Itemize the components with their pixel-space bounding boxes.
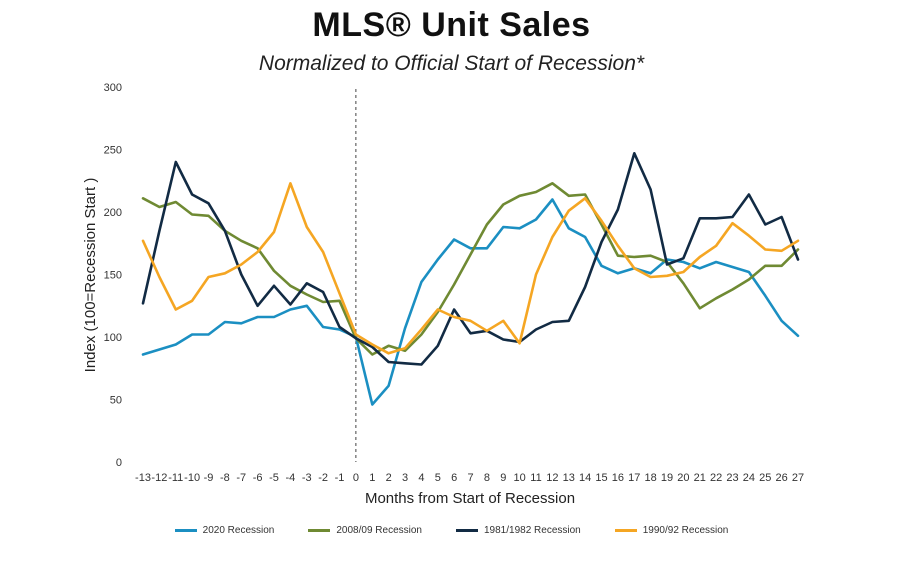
x-tick-label: -4 (285, 472, 295, 484)
x-tick-label: 3 (402, 472, 408, 484)
x-axis-title: Months from Start of Recession (365, 490, 575, 507)
x-tick-label: 8 (484, 472, 490, 484)
legend-label: 2008/09 Recession (336, 525, 422, 536)
legend-label: 1990/92 Recession (642, 525, 729, 536)
chart-subtitle: Normalized to Official Start of Recessio… (258, 52, 645, 75)
x-tick-label: 19 (661, 472, 673, 484)
y-tick-label: 50 (110, 395, 122, 407)
x-tick-label: -5 (269, 472, 279, 484)
x-tick-label: -6 (253, 472, 263, 484)
x-tick-label: 2 (386, 472, 392, 484)
legend-item: 1990/92 Recession (614, 525, 729, 536)
x-tick-label: 13 (563, 472, 575, 484)
x-tick-label: 27 (792, 472, 804, 484)
x-tick-label: 14 (579, 472, 591, 484)
x-tick-label: 9 (500, 472, 506, 484)
x-tick-label: 26 (776, 472, 788, 484)
series-line (141, 198, 800, 406)
x-tick-label: -11 (168, 472, 183, 484)
x-tick-label: -1 (335, 472, 345, 484)
series-layer (141, 152, 800, 406)
x-tick-label: 17 (628, 472, 640, 484)
x-tick-label: 0 (353, 472, 359, 484)
legend-swatch (174, 529, 197, 532)
x-tick-label: -9 (204, 472, 214, 484)
x-tick-label: -13 (135, 472, 151, 484)
legend-item: 2008/09 Recession (308, 525, 422, 536)
x-tick-label: 7 (467, 472, 473, 484)
x-tick-label: 15 (595, 472, 607, 484)
x-tick-label: 21 (694, 472, 706, 484)
x-tick-label: -10 (184, 472, 200, 484)
y-tick-label: 250 (104, 145, 122, 157)
legend-label: 1981/1982 Recession (483, 525, 581, 536)
x-tick-label: -3 (302, 472, 312, 484)
y-tick-label: 0 (116, 457, 122, 469)
x-tick-label: 5 (435, 472, 441, 484)
legend-item: 1981/1982 Recession (455, 525, 581, 536)
axis-labels: Months from Start of Recession Index (10… (82, 178, 575, 507)
x-tick-label: 12 (546, 472, 558, 484)
x-tick-label: 10 (514, 472, 526, 484)
series-line (141, 152, 800, 366)
x-tick-label: -8 (220, 472, 230, 484)
legend-swatch (614, 529, 637, 532)
y-axis-title: Index (100=Recession Start ) (82, 178, 99, 373)
x-tick-label: 16 (612, 472, 624, 484)
legend-label: 2020 Recession (202, 525, 275, 536)
x-tick-label: 23 (726, 472, 738, 484)
chart-title: MLS® Unit Sales (312, 6, 591, 44)
x-tick-label: 6 (451, 472, 457, 484)
x-tick-label: -2 (318, 472, 328, 484)
chart-legend: 2020 Recession 2008/09 Recession 1981/1982… (0, 525, 903, 536)
x-tick-label: 11 (530, 472, 541, 484)
y-tick-label: 100 (104, 332, 122, 344)
x-tick-label: 22 (710, 472, 722, 484)
y-tick-label: 300 (104, 82, 122, 94)
series-line (141, 182, 800, 355)
legend-swatch (455, 529, 478, 532)
y-tick-label: 150 (104, 270, 122, 282)
x-tick-label: -7 (236, 472, 246, 484)
y-tick-label: 200 (104, 207, 122, 219)
series-line (141, 182, 800, 356)
x-tick-label: 1 (369, 472, 375, 484)
x-tick-label: -12 (151, 472, 167, 484)
x-tick-label: 4 (418, 472, 424, 484)
x-tick-label: 25 (759, 472, 771, 484)
x-tick-label: 24 (743, 472, 755, 484)
legend-item: 2020 Recession (174, 525, 275, 536)
x-tick-label: 18 (645, 472, 657, 484)
legend-swatch (308, 529, 331, 532)
x-tick-label: 20 (677, 472, 689, 484)
